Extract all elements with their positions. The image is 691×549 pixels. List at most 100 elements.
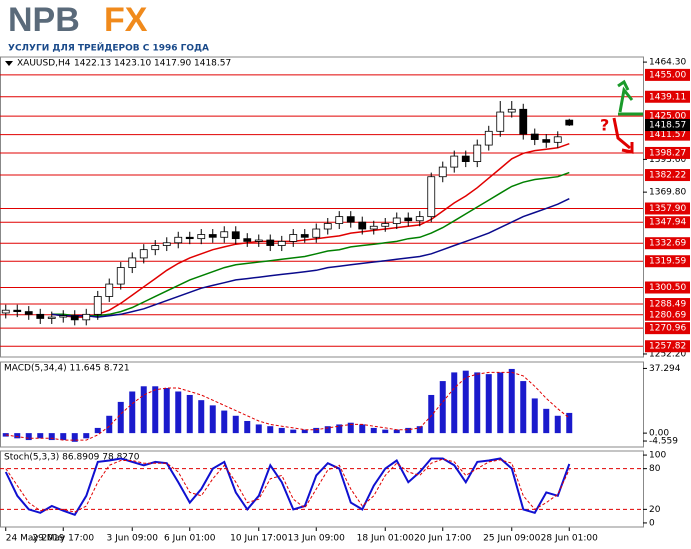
macd-bar xyxy=(313,427,320,434)
level-label: 1398.27 xyxy=(649,148,686,158)
macd-bar xyxy=(324,426,331,434)
macd-bar xyxy=(117,401,124,434)
x-tick-label: 28 Jun 01:00 xyxy=(541,534,598,544)
macd-bar xyxy=(474,372,481,434)
candle-body xyxy=(59,315,68,318)
level-label: 1411.57 xyxy=(649,130,686,140)
macd-bar xyxy=(244,420,251,434)
macd-bar xyxy=(451,372,458,434)
level-label: 1347.94 xyxy=(649,218,686,228)
candle-body xyxy=(139,249,148,259)
panel-frame xyxy=(0,361,644,448)
stoch-k xyxy=(4,457,571,517)
candle-body xyxy=(542,139,551,143)
level-box xyxy=(645,281,690,294)
y-tick-label: 37.294 xyxy=(649,364,681,374)
candle-body xyxy=(312,228,321,238)
panel-title: XAUUSD,H4 xyxy=(17,59,71,69)
candle-body xyxy=(70,315,79,321)
macd-bar xyxy=(531,398,538,434)
candle-body xyxy=(254,239,263,242)
candle-body xyxy=(243,238,252,242)
candle-body xyxy=(484,130,493,146)
panel-frame xyxy=(0,56,644,358)
macd-bar xyxy=(301,429,308,434)
x-tick-label: 20 Jun 17:00 xyxy=(414,534,471,544)
macd-bar xyxy=(508,368,515,434)
macd-bar xyxy=(94,427,101,434)
macd-bar xyxy=(439,381,446,434)
macd-bar xyxy=(405,427,412,434)
up-arrow-head xyxy=(617,79,630,91)
macd-bar xyxy=(221,410,228,434)
stoch-d xyxy=(5,458,570,513)
y-tick-label: -4.559 xyxy=(649,437,678,447)
level-label: 1257.82 xyxy=(649,342,686,352)
level-label: 1270.96 xyxy=(649,324,686,334)
candle-body xyxy=(151,245,160,251)
macd-bar xyxy=(543,408,550,434)
macd-bar xyxy=(370,427,377,434)
panel-title: MACD(5,34,4) 11.645 8.721 xyxy=(4,364,130,374)
macd-bar xyxy=(520,381,527,434)
candle-body xyxy=(530,133,539,140)
candle-body xyxy=(300,234,309,238)
menu-triangle xyxy=(5,61,13,66)
last-ohlc: 1422.13 xyxy=(74,59,111,69)
y-tick-label: 20 xyxy=(649,505,661,515)
macd-signal xyxy=(5,371,570,441)
candle-body xyxy=(507,108,516,113)
level-box xyxy=(645,308,690,321)
level-label: 1280.69 xyxy=(649,310,686,320)
candle-body xyxy=(565,119,574,126)
x-tick-label: 3 Jun 09:00 xyxy=(107,534,159,544)
down-arrow-head xyxy=(621,142,634,154)
candle-body xyxy=(404,217,413,222)
macd-bar xyxy=(382,429,389,434)
macd-bar xyxy=(71,433,78,442)
candle-body xyxy=(36,313,45,319)
macd-bar xyxy=(566,412,573,434)
candle-body xyxy=(277,241,286,246)
macd-bar xyxy=(267,426,274,434)
macd-bar xyxy=(255,424,262,434)
candle-body xyxy=(105,283,114,297)
candle-body xyxy=(82,313,91,321)
last-ohlc: 1417.90 xyxy=(154,59,191,69)
y-tick-label: 1393.60 xyxy=(649,155,686,165)
candle-body xyxy=(335,216,344,224)
level-label: 1300.50 xyxy=(649,283,686,293)
level-box xyxy=(645,298,690,311)
level-box xyxy=(645,90,690,103)
level-box xyxy=(645,237,690,250)
level-label: 1455.00 xyxy=(649,70,686,80)
level-label: 1319.59 xyxy=(649,257,686,267)
moving-average xyxy=(51,198,570,318)
candle-body xyxy=(553,136,562,143)
x-tick-label: 29 May 17:00 xyxy=(32,534,94,544)
candle-body xyxy=(461,155,470,162)
candle-body xyxy=(496,111,505,132)
macd-bar xyxy=(48,433,55,441)
candle-body xyxy=(358,221,367,230)
macd-bar xyxy=(106,415,113,434)
macd-bar xyxy=(497,372,504,434)
candle-body xyxy=(346,216,355,223)
tagline: УСЛУГИ ДЛЯ ТРЕЙДЕРОВ С 1996 ГОДА xyxy=(8,42,209,54)
macd-bar xyxy=(83,433,90,439)
level-label: 1439.11 xyxy=(649,92,686,102)
candle-body xyxy=(266,239,275,246)
x-tick-label: 6 Jun 01:00 xyxy=(164,534,216,544)
candle-body xyxy=(289,234,298,242)
last-ohlc: 1418.57 xyxy=(194,59,231,69)
last-ohlc: 1423.10 xyxy=(114,59,151,69)
level-label: 1288.49 xyxy=(649,300,686,310)
candle-body xyxy=(415,216,424,222)
candle-body xyxy=(128,257,137,268)
y-tick-label: 1464.30 xyxy=(649,58,686,68)
macd-bar xyxy=(186,394,193,434)
forecast-arrows xyxy=(612,79,643,154)
macd-bar xyxy=(175,391,182,434)
level-box xyxy=(645,202,690,215)
moving-average xyxy=(51,171,570,317)
